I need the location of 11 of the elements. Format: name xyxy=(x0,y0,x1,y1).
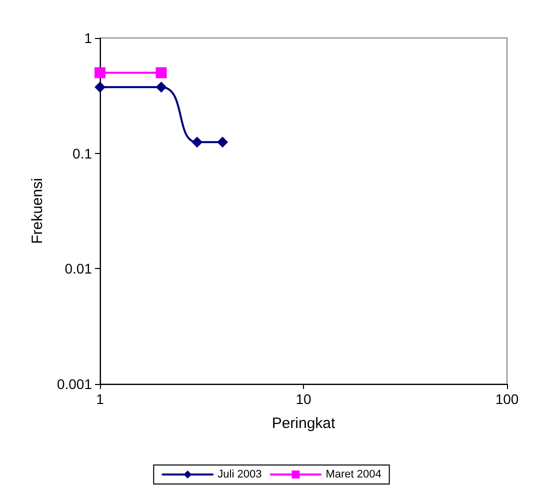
x-tick-label: 10 xyxy=(296,391,312,407)
y-tick-label: 0.1 xyxy=(72,145,92,162)
legend-label: Juli 2003 xyxy=(218,468,262,480)
x-axis-title: Peringkat xyxy=(272,415,336,432)
y-tick-label: 0.001 xyxy=(56,376,92,392)
x-tick-label: 1 xyxy=(96,391,104,407)
y-tick-label: 0.01 xyxy=(64,260,92,277)
y-axis-title: Frekuensi xyxy=(29,178,46,244)
y-tick-label: 1 xyxy=(84,30,92,46)
legend-label: Maret 2004 xyxy=(326,468,382,480)
x-tick-label: 100 xyxy=(495,391,519,407)
